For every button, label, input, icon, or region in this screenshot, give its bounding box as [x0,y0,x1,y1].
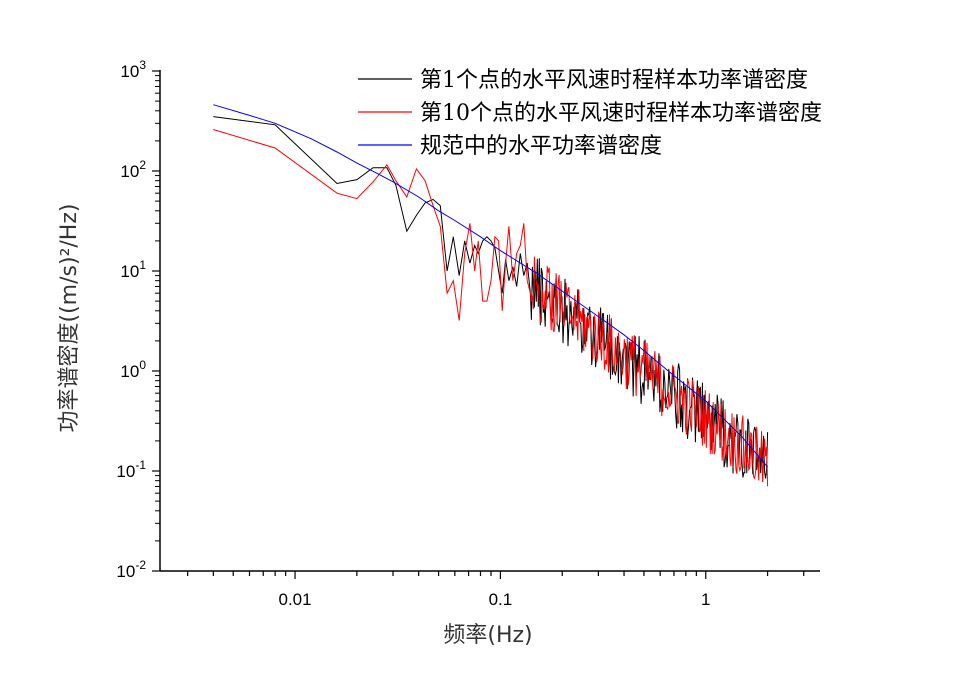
legend: 第1个点的水平风速时程样本功率谱密度第10个点的水平风速时程样本功率谱密度规范中… [358,68,822,159]
axes: 0.01 0.1 1 103 102 101 100 10-1 10-2 [116,58,820,609]
y-tick-label: 102 [120,158,146,181]
legend-label-1: 第10个点的水平风速时程样本功率谱密度 [420,101,822,126]
x-tick-label: 0.1 [489,590,513,609]
y-tick-label: 10-2 [116,558,146,581]
x-tick-label: 1 [701,590,710,609]
series-line-1 [213,129,769,487]
y-tick-label: 103 [120,58,146,81]
y-tick-label: 101 [120,258,146,281]
x-tick-label: 0.01 [278,590,311,609]
legend-label-2: 规范中的水平功率谱密度 [420,134,662,159]
series-line-0 [213,116,769,479]
y-axis-title: 功率谱密度((m/s)²/Hz) [57,204,82,433]
x-axis-title: 频率(Hz) [443,623,532,648]
legend-label-0: 第1个点的水平风速时程样本功率谱密度 [420,68,808,93]
plot-lines [213,104,769,487]
y-tick-label: 100 [120,358,146,381]
y-tick-label: 10-1 [116,458,146,481]
series-line-2 [213,104,768,468]
